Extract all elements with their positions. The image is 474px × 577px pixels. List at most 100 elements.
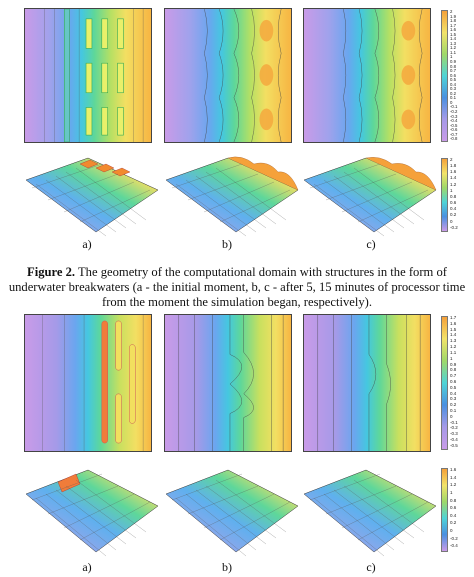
colorbar-tick: 0.4 <box>450 512 457 518</box>
colorbar-tick: 1 <box>450 355 453 361</box>
colorbar-tick: 1.2 <box>450 45 456 51</box>
colorbar-top-3d <box>441 158 448 232</box>
colorbar-tick: 0.2 <box>450 402 457 408</box>
surface-plot-top-c <box>296 150 438 240</box>
colorbar-tick: 1.3 <box>450 40 456 46</box>
colorbar-tick: -0.8 <box>450 136 458 142</box>
colorbar-tick: -0.2 <box>450 109 458 115</box>
colorbar-bottom-2d <box>441 316 448 450</box>
surface-plot-bottom-a <box>18 460 160 558</box>
colorbar-tick: -0.5 <box>450 122 458 128</box>
colorbar-tick: -0.3 <box>450 431 458 437</box>
colorbar-tick: 1.1 <box>450 349 457 355</box>
colorbar-tick: -0.6 <box>450 127 458 133</box>
colorbar-tick: 0.2 <box>450 520 457 526</box>
colorbar-tick: 1.3 <box>450 338 457 344</box>
surface-plot-top-a <box>18 150 160 240</box>
colorbar-tick: 1 <box>450 54 453 60</box>
colorbar-tick: -0.4 <box>450 543 458 549</box>
colorbar-bottom-3d <box>441 468 448 552</box>
label-bottom-b: b) <box>222 560 232 574</box>
colorbar-tick: 0.4 <box>450 206 457 212</box>
colorbar-tick: -0.2 <box>450 425 458 431</box>
colorbar-tick: 1.5 <box>450 326 457 332</box>
surface-plot-top-b <box>158 150 300 240</box>
colorbar-tick: 1.2 <box>450 181 457 187</box>
colorbar-bottom-3d-ticks: 1.6 1.4 1.2 1 0.8 0.6 0.4 0.2 0 -0.2 -0.4 <box>450 467 458 552</box>
colorbar-tick: 0.5 <box>450 384 457 390</box>
colorbar-tick: 1.6 <box>450 467 457 472</box>
colorbar-tick: 1.8 <box>450 18 456 24</box>
colorbar-tick: 0.4 <box>450 390 457 396</box>
colorbar-tick: -0.4 <box>450 118 458 124</box>
colorbar-tick: -0.2 <box>450 224 458 230</box>
colorbar-tick: 0.5 <box>450 77 456 83</box>
colorbar-tick: 0 <box>450 413 453 419</box>
label-top-c: c) <box>366 237 376 251</box>
contour-map-bottom-c <box>303 314 431 452</box>
colorbar-tick: 0.2 <box>450 90 456 96</box>
surface-plot-bottom-b <box>158 460 300 558</box>
colorbar-tick: -0.5 <box>450 442 458 448</box>
colorbar-tick: 0.9 <box>450 59 456 65</box>
contour-map-top-b <box>164 8 292 143</box>
label-bottom-a: a) <box>82 560 92 574</box>
colorbar-tick: 0.8 <box>450 367 457 373</box>
colorbar-tick: 1.5 <box>450 31 456 37</box>
colorbar-tick: 1.6 <box>450 27 456 33</box>
colorbar-tick: 0.9 <box>450 361 457 367</box>
colorbar-top-2d-ticks: 2 1.9 1.8 1.7 1.6 1.5 1.4 1.3 1.2 1.1 1 0.9 0.8 0.7 0.… <box>450 10 457 142</box>
colorbar-tick: 1.4 <box>450 36 456 42</box>
colorbar-tick: 0.7 <box>450 68 456 74</box>
label-top-a: a) <box>82 237 92 251</box>
colorbar-tick: 1.1 <box>450 49 456 55</box>
colorbar-tick: 0.2 <box>450 212 457 218</box>
colorbar-tick: 0 <box>450 528 453 533</box>
colorbar-tick: 0.6 <box>450 72 456 78</box>
colorbar-tick: 0.6 <box>450 505 457 511</box>
colorbar-tick: 1.9 <box>450 13 456 19</box>
colorbar-tick: 0.8 <box>450 63 456 69</box>
contour-map-bottom-a <box>24 314 152 452</box>
colorbar-tick: 1 <box>450 489 453 495</box>
colorbar-tick: 1.6 <box>450 169 457 175</box>
colorbar-top-3d-ticks: 2 1.8 1.6 1.4 1.2 1 0.8 0.6 0.4 0.2 0 -0.2 <box>450 157 458 232</box>
colorbar-tick: -0.1 <box>450 419 458 425</box>
colorbar-tick: 0 <box>450 218 453 224</box>
colorbar-tick: 2 <box>450 157 453 162</box>
colorbar-tick: -0.4 <box>450 437 458 443</box>
colorbar-tick: -0.3 <box>450 113 458 119</box>
label-top-b: b) <box>222 237 232 251</box>
colorbar-tick: 1.7 <box>450 22 456 28</box>
colorbar-bottom-2d-ticks: 1.7 1.6 1.5 1.4 1.3 1.2 1.1 1 0.9 0.8 0.7 0.6 0.5 0.4… <box>450 315 458 450</box>
colorbar-tick: 1.4 <box>450 474 457 480</box>
colorbar-tick: 0.8 <box>450 193 457 199</box>
label-bottom-c: c) <box>366 560 376 574</box>
colorbar-tick: 1.4 <box>450 175 457 181</box>
colorbar-tick: 1.7 <box>450 315 457 320</box>
colorbar-tick: -0.1 <box>450 104 458 110</box>
colorbar-tick: 0.6 <box>450 378 457 384</box>
figure-caption: Figure 2. The geometry of the computatio… <box>8 265 466 310</box>
caption-text: The geometry of the computational domain… <box>8 265 466 309</box>
caption-label: Figure 2. <box>27 265 76 279</box>
colorbar-tick: 1.2 <box>450 344 457 350</box>
colorbar-tick: 1.2 <box>450 482 457 488</box>
contour-map-top-c <box>303 8 431 143</box>
colorbar-tick: 0 <box>450 99 453 105</box>
colorbar-tick: -0.7 <box>450 131 458 137</box>
colorbar-tick: 0.6 <box>450 200 457 206</box>
contour-map-bottom-b <box>164 314 292 452</box>
colorbar-tick: 0.8 <box>450 497 457 503</box>
colorbar-tick: -0.2 <box>450 535 458 541</box>
colorbar-tick: 0.3 <box>450 396 457 402</box>
colorbar-tick: 0.4 <box>450 81 456 87</box>
colorbar-tick: 0.1 <box>450 95 456 101</box>
colorbar-tick: 1.4 <box>450 332 457 338</box>
colorbar-tick: 0.7 <box>450 373 457 379</box>
contour-map-top-a <box>24 8 152 143</box>
colorbar-tick: 0.1 <box>450 408 457 413</box>
colorbar-top-2d <box>441 10 448 142</box>
colorbar-tick: 1.6 <box>450 320 457 326</box>
colorbar-tick: 1 <box>450 187 453 193</box>
